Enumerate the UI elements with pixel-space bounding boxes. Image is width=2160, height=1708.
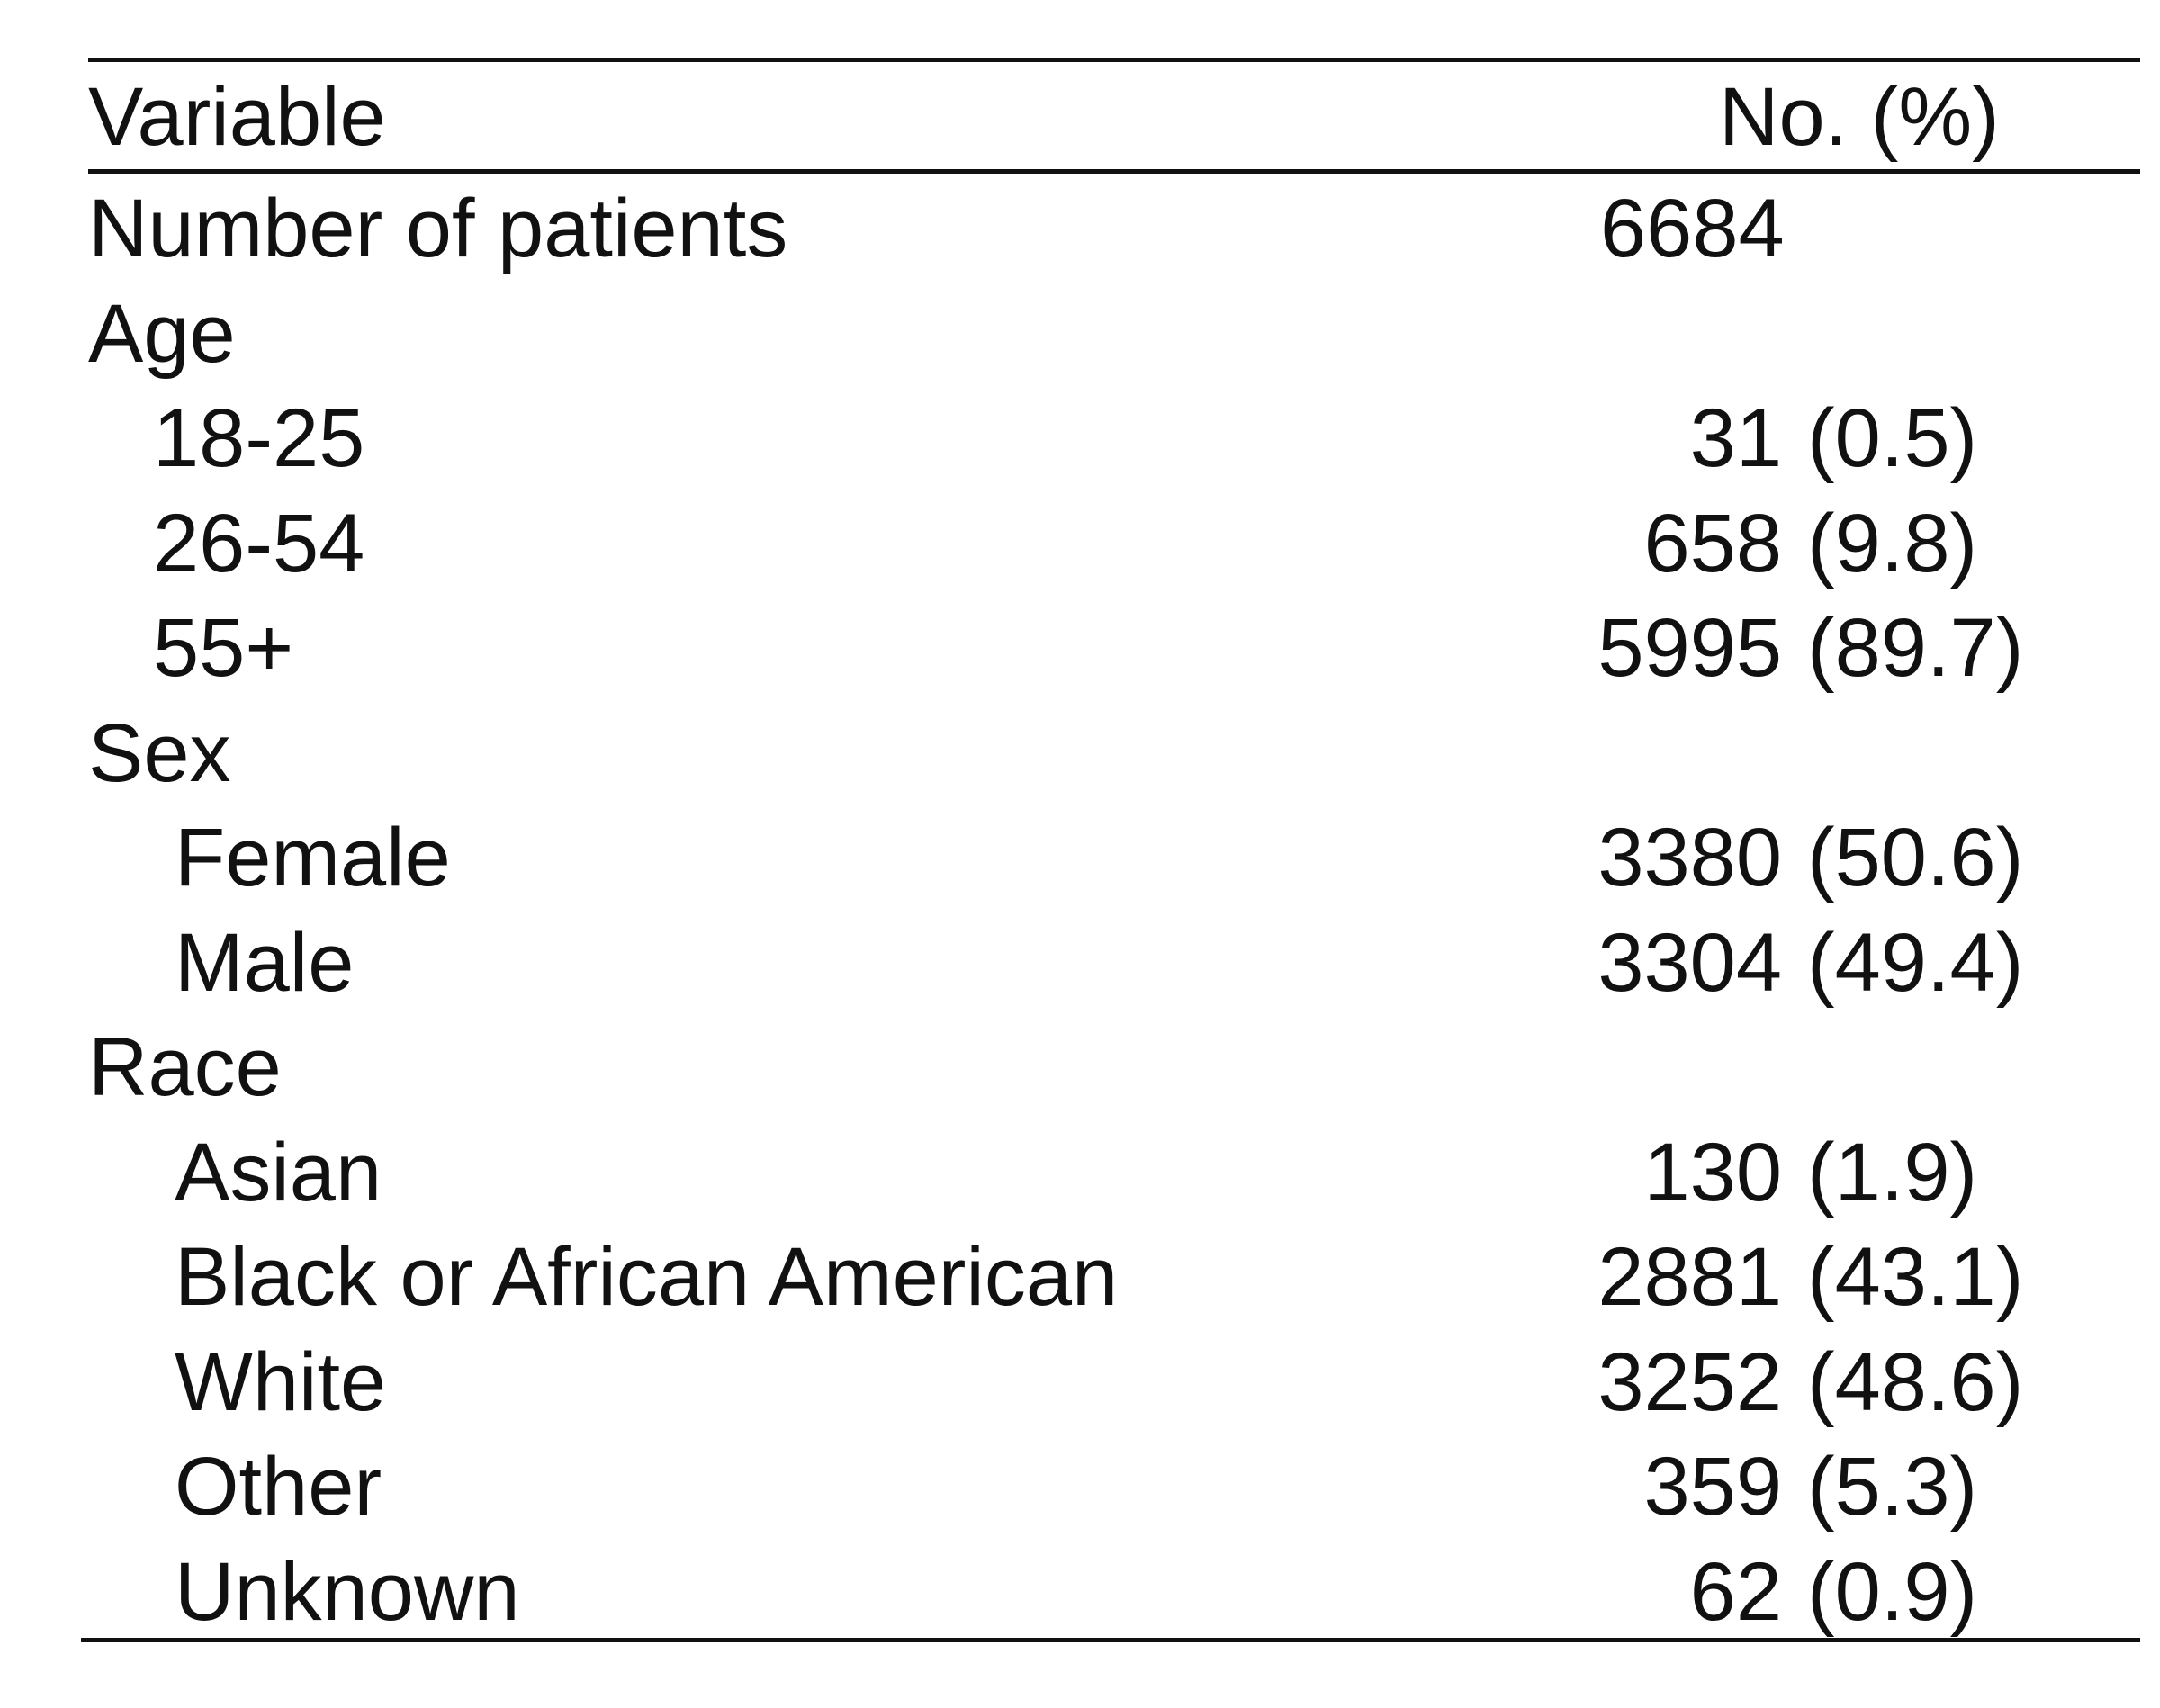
- header-variable: Variable: [88, 71, 386, 163]
- row-percent: (0.5): [1807, 392, 1978, 484]
- row-count: 5995: [1598, 602, 1782, 694]
- row-label: 55+: [153, 602, 294, 694]
- row-label: White: [175, 1336, 387, 1428]
- row-label: 26-54: [153, 498, 365, 589]
- row-label: Unknown: [175, 1546, 520, 1638]
- row-percent: (49.4): [1807, 917, 2024, 1009]
- row-percent: (0.9): [1807, 1546, 1978, 1638]
- header-value: No. (%): [1719, 71, 2000, 163]
- row-count: 3304: [1598, 917, 1782, 1009]
- row-count: 3380: [1598, 812, 1782, 903]
- row-count: 130: [1643, 1127, 1783, 1218]
- row-label: Age: [88, 288, 236, 380]
- row-count: 658: [1643, 498, 1783, 589]
- row-percent: (43.1): [1807, 1231, 2024, 1323]
- row-percent: (5.3): [1807, 1441, 1978, 1533]
- bottom-rule: [81, 1638, 2140, 1642]
- row-percent: (89.7): [1807, 602, 2024, 694]
- row-label: Other: [175, 1441, 382, 1533]
- row-count: 359: [1643, 1441, 1783, 1533]
- row-label: Race: [88, 1021, 282, 1113]
- row-label: Number of patients: [88, 183, 788, 274]
- row-count: 6684: [1600, 183, 1785, 274]
- row-count: 31: [1689, 392, 1782, 484]
- row-label: Sex: [88, 707, 231, 799]
- row-label: 18-25: [153, 392, 365, 484]
- row-label: Asian: [175, 1127, 382, 1218]
- row-label: Male: [175, 917, 355, 1009]
- row-percent: (48.6): [1807, 1336, 2024, 1428]
- header-rule: [88, 169, 2140, 174]
- row-label: Black or African American: [175, 1231, 1119, 1323]
- row-percent: (50.6): [1807, 812, 2024, 903]
- row-count: 62: [1689, 1546, 1782, 1638]
- row-label: Female: [175, 812, 451, 903]
- row-count: 3252: [1598, 1336, 1782, 1428]
- row-percent: (1.9): [1807, 1127, 1978, 1218]
- row-percent: (9.8): [1807, 498, 1978, 589]
- top-rule: [88, 58, 2140, 62]
- row-count: 2881: [1598, 1231, 1782, 1323]
